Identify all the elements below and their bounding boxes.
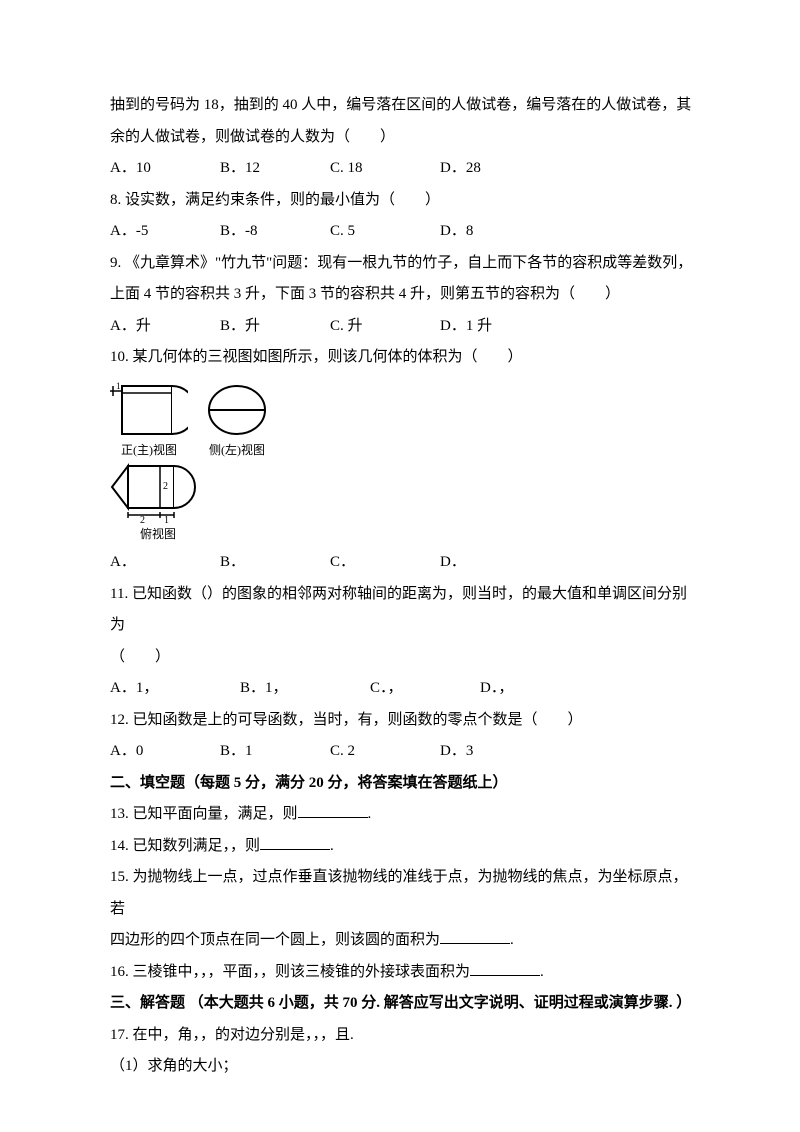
section-3-header: 三、解答题 （本大题共 6 小题，共 70 分. 解答应写出文字说明、证明过程或… — [110, 988, 695, 1020]
top-view-box: 2 2 1 俯视图 — [110, 460, 206, 543]
q10-options: A． B． C． D． — [110, 547, 695, 579]
svg-text:2: 2 — [140, 515, 145, 524]
q17-text1: 17. 在中，角，，的对边分别是，，，且. — [110, 1020, 695, 1052]
svg-text:1: 1 — [116, 381, 121, 391]
side-view-label: 侧(左)视图 — [209, 442, 265, 459]
q15-blank — [440, 928, 510, 944]
q14-line: 14. 已知数列满足，，则. — [110, 831, 695, 863]
q7-opt-c: C. 18 — [330, 153, 440, 185]
q13-line: 13. 已知平面向量，满足，则. — [110, 799, 695, 831]
q11-opt-b: B．1， — [240, 673, 370, 705]
q8-text: 8. 设实数，满足约束条件，则的最小值为（ ） — [110, 185, 695, 217]
q11-opt-d: D．， — [480, 673, 590, 705]
svg-text:2: 2 — [163, 481, 168, 492]
q16-blank — [470, 960, 540, 976]
q11-opt-c: C．， — [370, 673, 480, 705]
q9-opt-a: A．升 — [110, 311, 220, 343]
q9-options: A．升 B．升 C. 升 D．1 升 — [110, 311, 695, 343]
q7-opt-d: D．28 — [440, 153, 550, 185]
q12-options: A．0 B．1 C. 2 D．3 — [110, 736, 695, 768]
q7-options: A．10 B．12 C. 18 D．28 — [110, 153, 695, 185]
side-view-icon — [206, 380, 268, 440]
q10-text: 10. 某几何体的三视图如图所示，则该几何体的体积为（ ） — [110, 342, 695, 374]
q13-text: 13. 已知平面向量，满足，则 — [110, 806, 298, 822]
q16-text: 16. 三棱锥中，，，平面，，则该三棱锥的外接球表面积为 — [110, 964, 470, 980]
q12-text: 12. 已知函数是上的可导函数，当时，有，则函数的零点个数是（ ） — [110, 705, 695, 737]
q14-period: . — [330, 838, 334, 854]
q9-opt-d: D．1 升 — [440, 311, 550, 343]
q9-opt-c: C. 升 — [330, 311, 440, 343]
front-view-icon: 1 — [110, 380, 188, 440]
q8-opt-d: D．8 — [440, 216, 550, 248]
q14-blank — [260, 834, 330, 850]
q12-opt-b: B．1 — [220, 736, 330, 768]
q16-period: . — [540, 964, 544, 980]
q10-opt-d: D． — [440, 547, 550, 579]
q7-opt-a: A．10 — [110, 153, 220, 185]
q8-opt-b: B．-8 — [220, 216, 330, 248]
q11-opt-a: A．1， — [110, 673, 240, 705]
q15-line2: 四边形的四个顶点在同一个圆上，则该圆的面积为. — [110, 925, 695, 957]
q15-text1: 15. 为抛物线上一点，过点作垂直该抛物线的准线于点，为抛物线的焦点，为坐标原点… — [110, 862, 695, 925]
q9-text2: 上面 4 节的容积共 3 升，下面 3 节的容积共 4 升，则第五节的容积为（ … — [110, 279, 695, 311]
q12-opt-c: C. 2 — [330, 736, 440, 768]
front-view-box: 1 正(主)视图 — [110, 380, 188, 459]
q12-opt-a: A．0 — [110, 736, 220, 768]
q10-figure: 1 正(主)视图 侧(左)视图 2 — [110, 380, 695, 544]
q8-options: A．-5 B．-8 C. 5 D．8 — [110, 216, 695, 248]
q10-opt-b: B． — [220, 547, 330, 579]
q7-text: 抽到的号码为 18，抽到的 40 人中，编号落在区间的人做试卷，编号落在的人做试… — [110, 90, 695, 153]
q14-text: 14. 已知数列满足，，则 — [110, 838, 260, 854]
exam-page: 抽到的号码为 18，抽到的 40 人中，编号落在区间的人做试卷，编号落在的人做试… — [0, 0, 800, 1132]
svg-text:1: 1 — [164, 515, 169, 524]
q10-opt-a: A． — [110, 547, 220, 579]
q11-options: A．1， B．1， C．， D．， — [110, 673, 695, 705]
front-view-label: 正(主)视图 — [121, 442, 177, 459]
q9-text1: 9. 《九章算术》"竹九节"问题：现有一根九节的竹子，自上而下各节的容积成等差数… — [110, 248, 695, 280]
q16-line: 16. 三棱锥中，，，平面，，则该三棱锥的外接球表面积为. — [110, 957, 695, 989]
side-view-box: 侧(左)视图 — [206, 380, 268, 459]
top-view-label: 俯视图 — [140, 526, 176, 543]
q13-period: . — [368, 806, 372, 822]
q8-opt-c: C. 5 — [330, 216, 440, 248]
q12-opt-d: D．3 — [440, 736, 550, 768]
q7-opt-b: B．12 — [220, 153, 330, 185]
q15-text2: 四边形的四个顶点在同一个圆上，则该圆的面积为 — [110, 932, 440, 948]
q15-period: . — [510, 932, 514, 948]
q9-opt-b: B．升 — [220, 311, 330, 343]
q11-text1: 11. 已知函数（）的图象的相邻两对称轴间的距离为，则当时，的最大值和单调区间分… — [110, 579, 695, 642]
section-2-header: 二、填空题（每题 5 分，满分 20 分，将答案填在答题纸上） — [110, 768, 695, 800]
top-view-icon: 2 2 1 — [110, 460, 206, 524]
q11-text2: （ ） — [110, 642, 695, 674]
q17-text2: （1）求角的大小； — [110, 1051, 695, 1083]
q8-opt-a: A．-5 — [110, 216, 220, 248]
q13-blank — [298, 802, 368, 818]
q10-opt-c: C． — [330, 547, 440, 579]
